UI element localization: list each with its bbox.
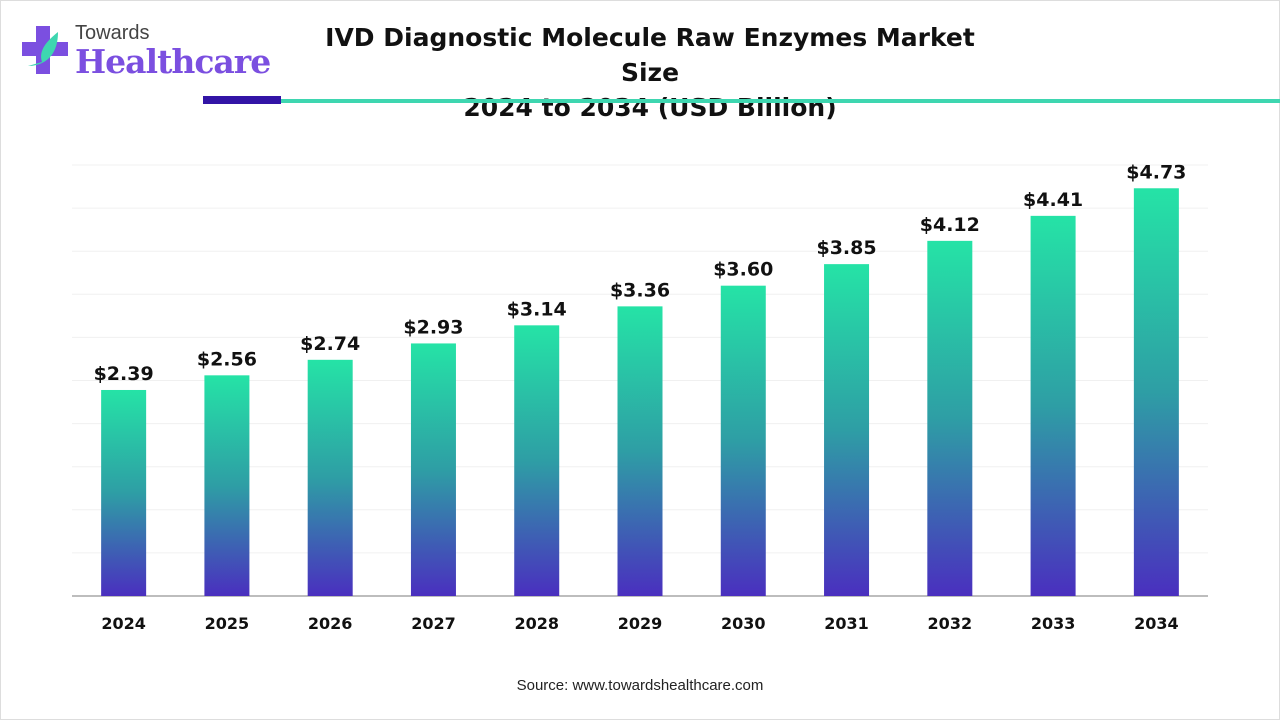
- bar-2027: [410, 343, 456, 596]
- logo: Towards Healthcare: [20, 22, 271, 82]
- data-label: $4.12: [920, 214, 980, 236]
- data-label: $2.74: [300, 333, 360, 355]
- x-tick-label: 2029: [618, 614, 663, 633]
- x-tick-label: 2027: [411, 614, 456, 633]
- data-label: $2.56: [197, 348, 257, 370]
- data-label: $3.60: [713, 259, 773, 281]
- title-line-2: 2024 to 2034 (USD Billion): [463, 93, 837, 122]
- x-tick-label: 2033: [1031, 614, 1076, 633]
- bar-2025: [204, 375, 250, 596]
- x-tick-label: 2025: [205, 614, 250, 633]
- title-line-1: IVD Diagnostic Molecule Raw Enzymes Mark…: [325, 23, 975, 87]
- x-tick-label: 2026: [308, 614, 353, 633]
- data-label: $4.73: [1126, 161, 1186, 183]
- x-tick-label: 2032: [928, 614, 973, 633]
- data-label: $2.93: [403, 316, 463, 338]
- bar-2030: [720, 285, 766, 596]
- logo-text-main: Healthcare: [75, 42, 271, 81]
- accent-bar-dark: [203, 96, 281, 104]
- bar-2028: [514, 325, 560, 596]
- data-label: $3.36: [610, 279, 670, 301]
- x-tick-label: 2030: [721, 614, 766, 633]
- medical-cross-leaf-icon: [22, 26, 68, 74]
- chart-title: IVD Diagnostic Molecule Raw Enzymes Mark…: [300, 20, 1000, 125]
- bar-2033: [1030, 215, 1076, 596]
- bar-2026: [307, 359, 353, 596]
- bar-2032: [927, 240, 973, 596]
- bar-2034: [1133, 188, 1179, 597]
- accent-bar-teal: [281, 99, 1280, 103]
- bar-2031: [824, 264, 870, 596]
- data-label: $2.39: [94, 363, 154, 385]
- bar-2024: [101, 389, 147, 596]
- data-label: $3.85: [816, 237, 876, 259]
- x-tick-label: 2034: [1134, 614, 1179, 633]
- bar-2029: [617, 306, 663, 596]
- x-tick-label: 2031: [824, 614, 869, 633]
- source-note: Source: www.towardshealthcare.com: [516, 677, 764, 694]
- data-label: $3.14: [507, 298, 567, 320]
- x-tick-label: 2024: [101, 614, 146, 633]
- logo-text-top: Towards: [75, 22, 150, 44]
- data-label: $4.41: [1023, 189, 1083, 211]
- x-tick-label: 2028: [514, 614, 559, 633]
